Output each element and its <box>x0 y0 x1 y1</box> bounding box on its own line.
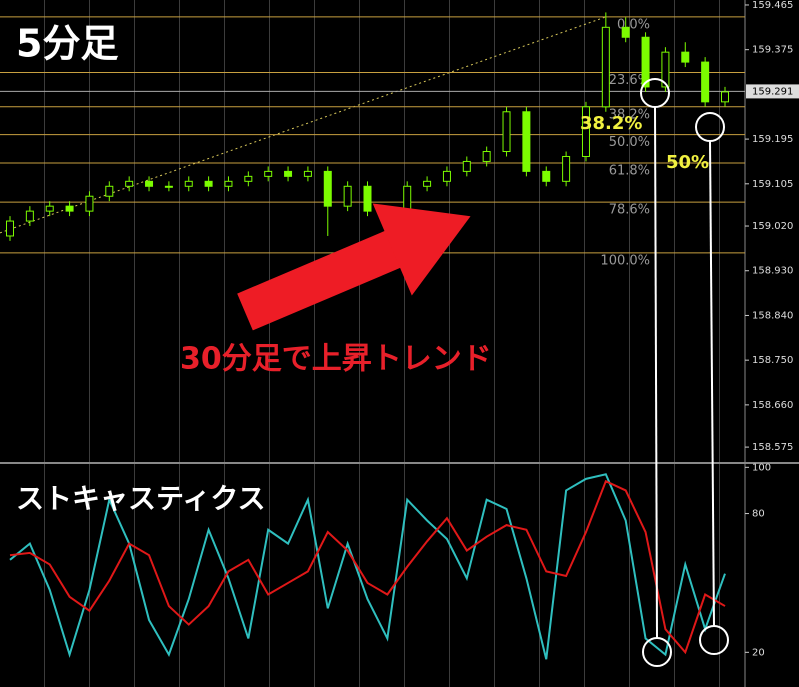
highlight-circle <box>699 625 729 655</box>
candle-body <box>482 151 491 162</box>
candle-body <box>85 195 94 212</box>
candle-body <box>164 185 173 188</box>
connector <box>709 140 715 627</box>
candle-body <box>184 180 193 187</box>
fib-label: 78.6% <box>609 203 650 218</box>
y-tick-label: 100 <box>752 462 771 473</box>
connector <box>654 106 658 639</box>
candle-body <box>581 106 590 157</box>
y-tick-label: 158.840 <box>752 310 793 321</box>
candle-body <box>105 185 114 197</box>
y-tick-label: 159.375 <box>752 45 793 56</box>
fib-label: 100.0% <box>600 253 650 268</box>
arrow-head <box>372 203 471 296</box>
candle-body <box>522 111 531 172</box>
fib-trend-line <box>0 16 607 234</box>
y-tick-label: 159.020 <box>752 221 793 232</box>
candle-body <box>145 180 154 187</box>
candle-body <box>462 160 471 172</box>
candle-body <box>721 91 729 103</box>
candle-body <box>244 175 253 182</box>
y-tick-label: 158.660 <box>752 400 793 411</box>
fib-label: 23.6% <box>609 73 650 88</box>
candle-body <box>6 220 14 237</box>
highlight-circle <box>640 78 670 108</box>
chart-title: 5分足 <box>16 22 118 66</box>
current-price-label: 159.291 <box>752 86 793 97</box>
candle-body <box>204 180 213 187</box>
y-tick-label: 159.195 <box>752 134 793 145</box>
annotation-text: 30分足で上昇トレンド <box>180 342 492 377</box>
highlight-label: 50% <box>666 152 709 173</box>
arrow-shaft <box>237 227 410 331</box>
candle-body <box>363 185 372 212</box>
fib-label: 50.0% <box>609 135 650 150</box>
panel-title: ストキャスティクス <box>16 482 265 515</box>
candle-body <box>25 210 34 222</box>
candle-body <box>65 205 74 212</box>
stochastic-line <box>9 479 726 655</box>
candle-body <box>303 170 312 177</box>
highlight-circle <box>695 112 725 142</box>
candle-body <box>264 170 273 177</box>
y-tick-label: 158.930 <box>752 266 793 277</box>
candle-body <box>621 26 630 38</box>
y-tick-label: 158.750 <box>752 355 793 366</box>
current-price-box <box>746 84 799 99</box>
candle-body <box>442 170 451 182</box>
candle-body <box>423 180 432 187</box>
y-tick-label: 159.465 <box>752 0 793 11</box>
candle-body <box>562 155 571 182</box>
fib-label: 61.8% <box>609 163 650 178</box>
candle-body <box>343 185 352 207</box>
candle-body <box>681 51 690 63</box>
candle-body <box>502 111 511 153</box>
y-tick-label: 20 <box>752 647 765 658</box>
candle-body <box>542 170 551 182</box>
candle-body <box>641 36 650 88</box>
candle-body <box>661 51 670 88</box>
y-tick-label: 158.575 <box>752 442 793 453</box>
candle-body <box>125 180 134 187</box>
candle-body <box>45 205 54 212</box>
candle-body <box>601 26 610 108</box>
candle-body <box>284 170 293 177</box>
vertical-grid <box>0 0 745 687</box>
trend-arrow <box>237 203 471 331</box>
y-tick-label: 80 <box>752 509 765 520</box>
highlight-label: 38.2% <box>580 113 642 134</box>
fib-label: 38.2% <box>609 107 650 122</box>
y-tick-label: 159.105 <box>752 179 793 190</box>
candle-body <box>323 170 332 207</box>
annotations <box>237 78 729 667</box>
candle-body <box>224 180 233 187</box>
candle-body <box>701 61 710 103</box>
